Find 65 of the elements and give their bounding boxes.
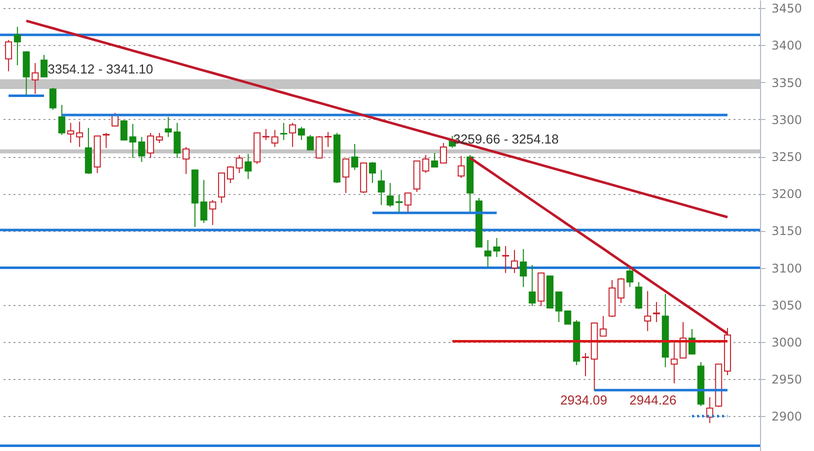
candlestick: [652, 302, 660, 323]
candlestick: [102, 132, 110, 148]
candlestick: [236, 154, 243, 174]
candlestick: [280, 122, 288, 140]
candlestick: [386, 182, 394, 208]
candlestick: [32, 62, 39, 94]
y-tick-label: 3400: [772, 38, 802, 53]
candlestick: [298, 126, 305, 140]
y-tick-label: 3200: [772, 187, 802, 202]
candlestick: [670, 342, 678, 384]
annotation: 2944.26: [629, 392, 676, 408]
y-tick-label: 3450: [772, 2, 802, 16]
annotation: 3354.12 - 3341.10: [48, 61, 154, 76]
candlestick: [156, 132, 163, 144]
candlestick: [262, 128, 270, 140]
candlestick: [404, 192, 412, 214]
y-tick-label: 3300: [772, 112, 802, 127]
y-tick-label: 3150: [772, 224, 802, 238]
candlestick: [182, 146, 190, 174]
candlestick: [644, 290, 652, 332]
candlestick: [706, 396, 714, 424]
y-tick-label: 3050: [772, 298, 802, 312]
candlestick: [528, 264, 536, 307]
y-tick-label: 3100: [772, 261, 802, 276]
annotation: 3259.66 - 3254.18: [453, 131, 559, 146]
candlestick: [209, 199, 216, 226]
candlestick: [378, 169, 385, 206]
candlestick: [200, 179, 208, 224]
candlestick: [617, 278, 624, 304]
candlestick: [510, 249, 518, 274]
candlestick: [324, 132, 332, 148]
line-series: [25, 20, 729, 218]
candlestick: [368, 161, 376, 184]
y-tick-label: 3250: [772, 150, 802, 164]
candlestick: [351, 143, 358, 170]
y-tick-label: 2900: [772, 410, 802, 424]
y-tick-label: 3000: [772, 335, 802, 350]
candlestick: [396, 194, 403, 214]
candlestick: [431, 152, 438, 168]
candlestick: [271, 129, 278, 148]
candlestick: [76, 121, 84, 148]
candlestick: [316, 135, 323, 158]
candlestick: [342, 158, 350, 194]
candlestick: [120, 120, 128, 140]
y-tick-label: 2950: [772, 372, 802, 387]
candlestick: [14, 26, 21, 66]
candlestick: [502, 246, 510, 274]
candlestick: [582, 352, 589, 377]
candlestick: [635, 282, 642, 310]
candlestick: [67, 122, 74, 144]
y-tick-label: 3350: [772, 76, 802, 90]
candlestick: [147, 132, 154, 158]
candlestick: [626, 268, 634, 288]
candlestick: [289, 122, 296, 148]
annotation: 2934.09: [560, 392, 608, 408]
candlestick: [244, 153, 252, 180]
candlestick: [440, 142, 447, 164]
candlestick: [306, 134, 314, 150]
candlestick: [58, 104, 66, 136]
candlestick: [40, 54, 48, 78]
candlestick: [458, 155, 465, 179]
candlestick: [5, 40, 12, 72]
candlestick: [49, 87, 56, 110]
candlestick: [226, 166, 234, 184]
candlestick: [520, 248, 527, 288]
